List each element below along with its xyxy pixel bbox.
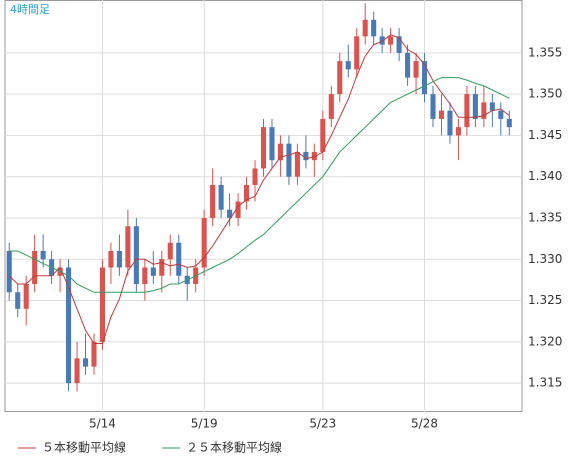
candle-body <box>269 127 275 161</box>
candle-body <box>388 36 394 45</box>
y-tick-label: 1.350 <box>528 87 562 101</box>
candle-body <box>362 19 368 37</box>
candle-body <box>481 102 487 119</box>
candle-body <box>379 36 385 45</box>
candle-body <box>91 341 97 367</box>
candle-body <box>201 217 207 268</box>
candle-body <box>23 284 29 309</box>
legend-label: ２５本移動平均線 <box>186 440 282 455</box>
candle-body <box>159 259 165 276</box>
moving-average-line <box>8 34 510 344</box>
candle-body <box>430 94 436 119</box>
candle-body <box>286 143 292 177</box>
candle-body <box>447 110 453 136</box>
candle-body <box>371 19 377 37</box>
x-tick-label: 5/28 <box>411 417 438 431</box>
y-tick-label: 1.355 <box>528 45 562 59</box>
candle-body <box>354 36 360 70</box>
candle-body <box>413 61 419 78</box>
legend-label: ５本移動平均線 <box>42 440 126 455</box>
candle-body <box>294 151 300 177</box>
candle-body <box>40 250 46 260</box>
y-tick-label: 1.330 <box>528 252 562 266</box>
y-tick-label: 1.335 <box>528 210 562 224</box>
candle-body <box>472 94 478 119</box>
moving-average-line <box>9 77 510 293</box>
candle-body <box>337 61 343 95</box>
candle-body <box>489 102 495 111</box>
candle-body <box>303 151 309 161</box>
candle-body <box>218 184 224 210</box>
candle-body <box>252 168 258 185</box>
y-tick-label: 1.320 <box>528 334 562 348</box>
candle-body <box>142 267 148 285</box>
candle-body <box>74 358 80 384</box>
candle-body <box>506 118 512 128</box>
candle-body <box>438 110 445 119</box>
y-tick-label: 1.345 <box>528 128 562 142</box>
y-tick-label: 1.325 <box>528 293 562 307</box>
candle-body <box>244 184 250 202</box>
candle-body <box>455 127 461 136</box>
candle-body <box>108 250 114 268</box>
candle-body <box>277 143 283 161</box>
x-tick-label: 5/23 <box>309 417 336 431</box>
candle-body <box>133 226 139 285</box>
candle-body <box>260 127 267 169</box>
candle-body <box>311 151 317 161</box>
candle-body <box>345 61 351 70</box>
x-tick-label: 5/14 <box>89 417 116 431</box>
candle-body <box>99 267 106 342</box>
candle-body <box>32 250 38 285</box>
candle-body <box>396 36 402 53</box>
candle-body <box>235 201 241 218</box>
candle-body <box>66 267 72 384</box>
plot-area <box>4 0 523 412</box>
candle-body <box>167 242 173 260</box>
candle-body <box>210 184 216 218</box>
candle-body <box>227 209 233 218</box>
candle-body <box>125 226 131 268</box>
timeframe-label: 4時間足 <box>10 3 50 16</box>
candle-body <box>176 242 182 276</box>
y-tick-label: 1.340 <box>528 169 562 183</box>
x-tick-label: 5/19 <box>191 417 218 431</box>
candle-body <box>116 250 122 268</box>
candle-body <box>464 94 470 128</box>
candle-body <box>405 52 411 78</box>
candle-body <box>498 110 504 119</box>
candle-body <box>82 358 89 367</box>
candle-body <box>6 250 12 293</box>
candle-body <box>15 292 21 309</box>
candle-body <box>328 94 334 119</box>
candle-body <box>320 118 326 152</box>
y-tick-label: 1.315 <box>528 376 562 390</box>
candle-body <box>421 61 428 95</box>
candle-body <box>150 267 156 276</box>
